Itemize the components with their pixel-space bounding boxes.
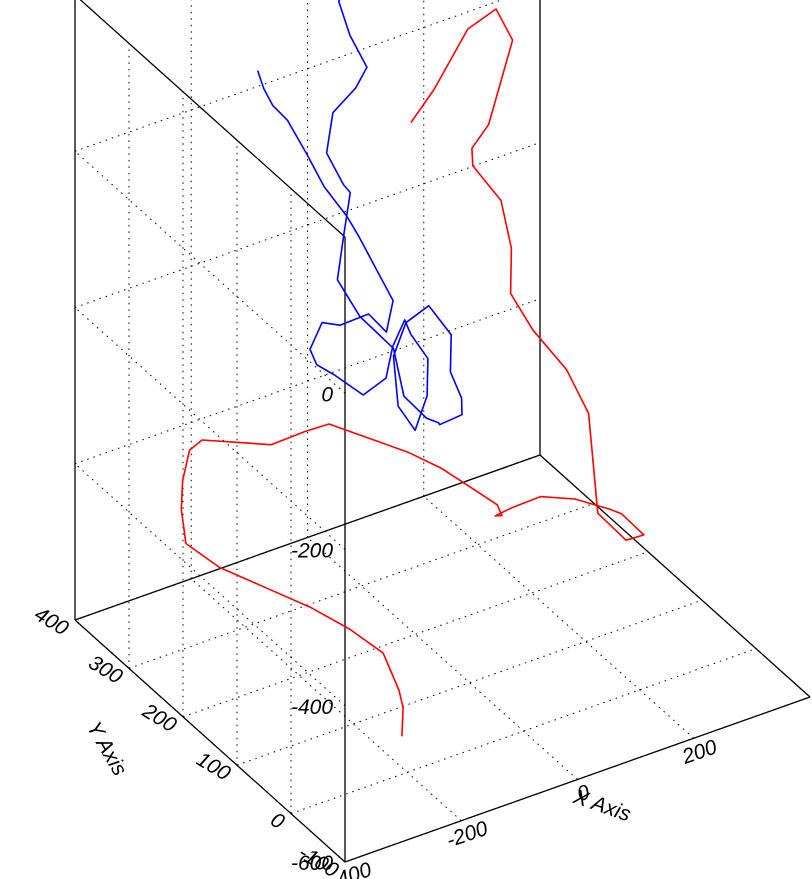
leftwall-grid-z	[74, 150, 346, 394]
floor-grid-x	[423, 495, 695, 739]
series-layer	[180, 0, 645, 737]
z-tick-label: -200	[291, 540, 333, 563]
y-tick-label: 0	[266, 808, 288, 834]
x-axis-label: X Axis	[570, 785, 634, 826]
y-tick-label: 300	[84, 651, 126, 689]
z-tick-label: 0	[321, 383, 333, 406]
y-axis-label: Y Axis	[82, 718, 131, 780]
axis-frame	[74, 0, 811, 863]
leftwall-grid-z	[74, 307, 346, 550]
frame-edge	[344, 696, 811, 863]
series-red-trajectory	[180, 8, 645, 737]
frame-edge	[79, 0, 346, 238]
z-tick-label: -600	[291, 852, 333, 875]
series-blue-trajectory	[256, 0, 463, 432]
frame-edge	[539, 454, 811, 698]
y-tick-label: 100	[192, 748, 234, 786]
floor-grid-y	[236, 599, 703, 766]
x-tick-label: -200	[444, 817, 492, 853]
floor-grid-x	[307, 537, 578, 780]
grid-lines	[74, 0, 811, 863]
frame-edge	[74, 619, 346, 863]
z-tick-label: -400	[291, 696, 333, 719]
y-tick-label: 400	[30, 603, 72, 641]
y-tick-label: 200	[138, 699, 181, 737]
x-tick-label: 200	[678, 735, 720, 769]
